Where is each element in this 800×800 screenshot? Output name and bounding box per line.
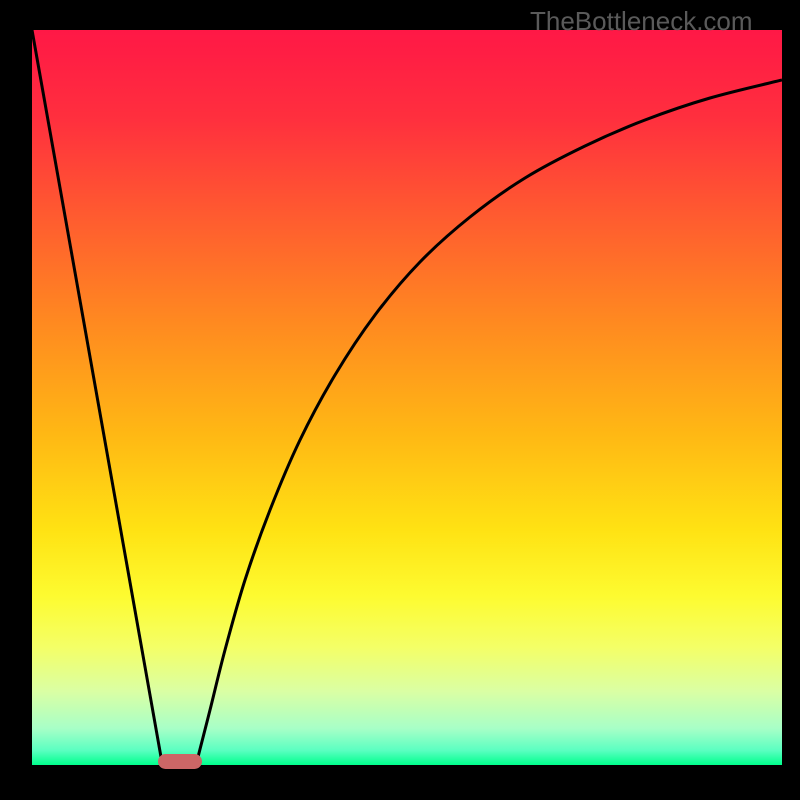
bottleneck-marker — [158, 754, 202, 769]
chart-curves — [32, 30, 782, 765]
chart-plot-area — [32, 30, 782, 765]
watermark-text: TheBottleneck.com — [530, 6, 753, 37]
curve-right — [198, 80, 782, 757]
curve-left — [32, 30, 161, 757]
